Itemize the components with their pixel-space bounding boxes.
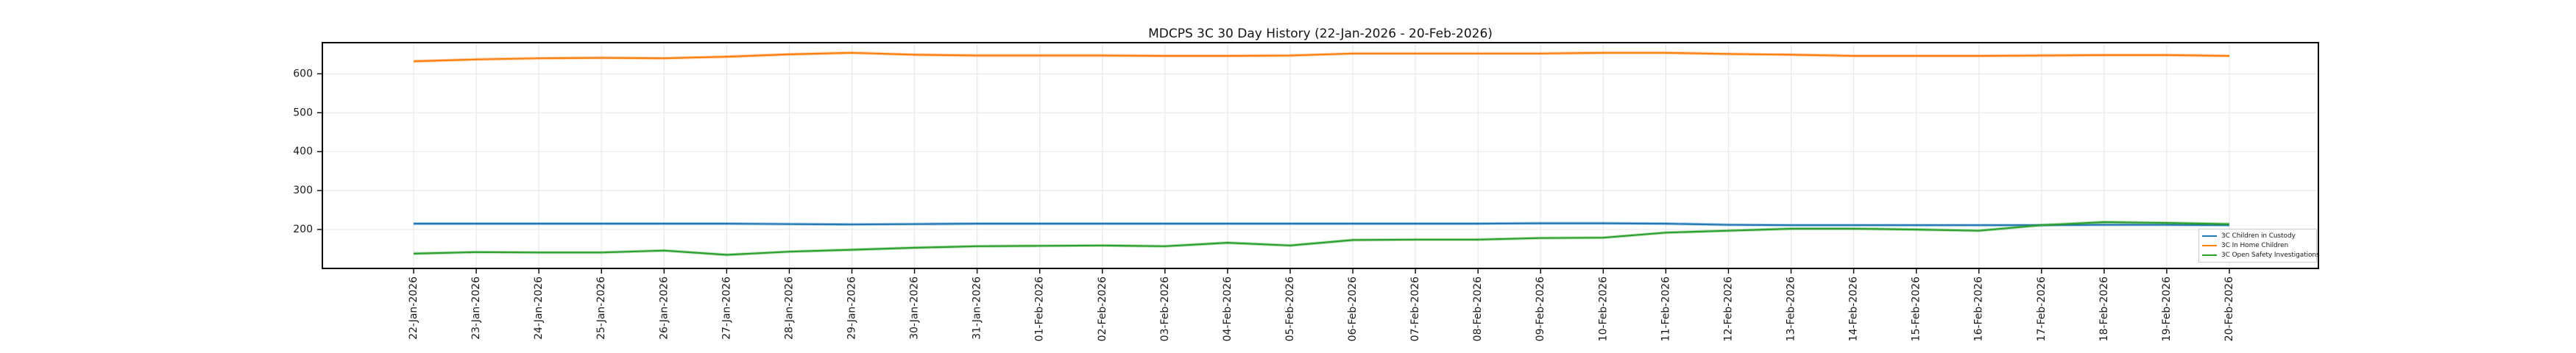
y-tick-label: 600 [293, 68, 313, 79]
series-line-3c-children-in-custody [414, 222, 2230, 227]
x-tick-label: 30-Jan-2026 [909, 277, 921, 340]
x-tick-label: 05-Feb-2026 [1284, 277, 1296, 341]
chart-legend: 3C Children in Custody 3C In Home Childr… [2198, 229, 2320, 263]
x-tick-label: 25-Jan-2026 [595, 277, 607, 340]
legend-label: 3C Open Safety Investigations [2221, 252, 2320, 259]
y-tick-label: 400 [293, 146, 313, 157]
legend-item-in-home-children: 3C In Home Children [2202, 242, 2313, 250]
x-tick-label: 19-Feb-2026 [2161, 277, 2173, 341]
x-tick-label: 02-Feb-2026 [1097, 277, 1108, 341]
x-tick-label: 09-Feb-2026 [1535, 277, 1546, 341]
x-tick-label: 14-Feb-2026 [1848, 277, 1860, 341]
legend-line-swatch-icon [2202, 254, 2217, 256]
x-tick-label: 01-Feb-2026 [1034, 277, 1046, 341]
x-tick-label: 16-Feb-2026 [1973, 277, 1985, 341]
legend-label: 3C Children in Custody [2221, 232, 2296, 240]
x-tick-label: 31-Jan-2026 [972, 277, 983, 340]
x-tick-label: 06-Feb-2026 [1347, 277, 1359, 341]
legend-item-open-safety-investigations: 3C Open Safety Investigations [2202, 252, 2320, 260]
legend-line-swatch-icon [2202, 245, 2217, 246]
x-tick-label: 27-Jan-2026 [721, 277, 732, 340]
x-tick-label: 17-Feb-2026 [2036, 277, 2048, 341]
x-tick-label: 11-Feb-2026 [1660, 277, 1671, 341]
legend-item-children-in-custody: 3C Children in Custody [2202, 232, 2313, 240]
series-line-3c-open-safety-investigations [413, 221, 2230, 256]
x-tick-label: 20-Feb-2026 [2223, 277, 2235, 341]
x-tick-label: 18-Feb-2026 [2098, 277, 2110, 341]
legend-line-swatch-icon [2202, 235, 2217, 237]
chart-title: MDCPS 3C 30 Day History (22-Jan-2026 - 2… [1148, 26, 1493, 41]
x-tick-label: 12-Feb-2026 [1722, 277, 1734, 341]
x-tick-label: 03-Feb-2026 [1159, 277, 1171, 341]
y-tick-label: 300 [293, 185, 313, 196]
x-tick-label: 22-Jan-2026 [408, 277, 420, 340]
x-tick-label: 23-Jan-2026 [470, 277, 482, 340]
x-tick-label: 28-Jan-2026 [783, 277, 795, 340]
x-tick-label: 15-Feb-2026 [1911, 277, 1922, 341]
series-halo-3c-open-safety-investigations [413, 220, 2230, 257]
plot-border [322, 42, 2319, 269]
series-line-3c-in-home-children [413, 51, 2230, 63]
legend-label: 3C In Home Children [2221, 242, 2289, 249]
y-tick-label: 500 [293, 107, 313, 118]
y-tick-label: 200 [293, 224, 313, 235]
x-tick-label: 24-Jan-2026 [533, 277, 545, 340]
x-tick-label: 13-Feb-2026 [1786, 277, 1797, 341]
x-tick-label: 10-Feb-2026 [1597, 277, 1609, 341]
x-tick-label: 08-Feb-2026 [1472, 277, 1484, 341]
x-tick-label: 07-Feb-2026 [1409, 277, 1421, 341]
x-tick-label: 29-Jan-2026 [846, 277, 857, 340]
x-tick-label: 26-Jan-2026 [658, 277, 670, 340]
x-tick-label: 04-Feb-2026 [1222, 277, 1234, 341]
